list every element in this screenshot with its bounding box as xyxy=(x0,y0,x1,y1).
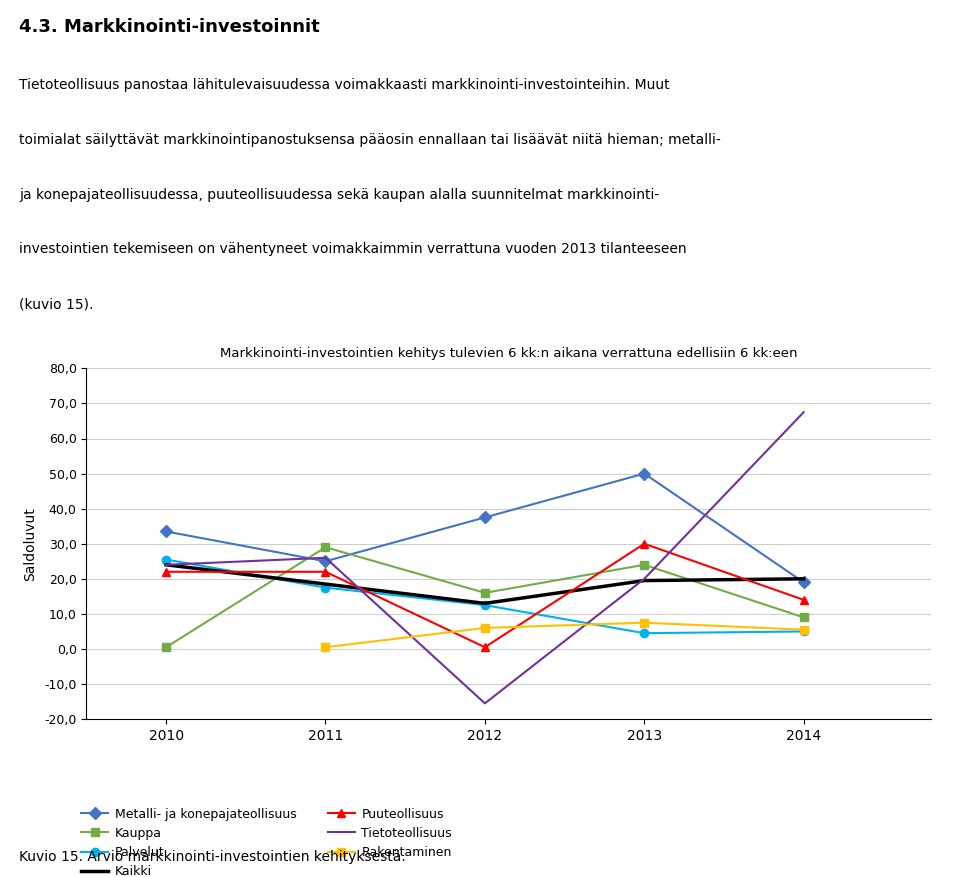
Text: 4.3. Markkinointi-investoinnit: 4.3. Markkinointi-investoinnit xyxy=(19,18,320,36)
Text: (kuvio 15).: (kuvio 15). xyxy=(19,297,93,311)
Text: ja konepajateollisuudessa, puuteollisuudessa sekä kaupan alalla suunnitelmat mar: ja konepajateollisuudessa, puuteollisuud… xyxy=(19,188,660,202)
Text: toimialat säilyttävät markkinointipanostuksensa pääosin ennallaan tai lisäävät n: toimialat säilyttävät markkinointipanost… xyxy=(19,132,721,146)
Legend: Metalli- ja konepajateollisuus, Kauppa, Palvelut, Kaikki, Puuteollisuus, Tietote: Metalli- ja konepajateollisuus, Kauppa, … xyxy=(76,802,457,877)
Y-axis label: Saldoluvut: Saldoluvut xyxy=(23,507,37,581)
Title: Markkinointi-investointien kehitys tulevien 6 kk:n aikana verrattuna edellisiin : Markkinointi-investointien kehitys tulev… xyxy=(220,347,798,360)
Text: Tietoteollisuus panostaa lähitulevaisuudessa voimakkaasti markkinointi-investoin: Tietoteollisuus panostaa lähitulevaisuud… xyxy=(19,77,670,91)
Text: Kuvio 15. Arvio markkinointi-investointien kehityksestä.: Kuvio 15. Arvio markkinointi-investointi… xyxy=(19,850,406,864)
Text: investointien tekemiseen on vähentyneet voimakkaimmin verrattuna vuoden 2013 til: investointien tekemiseen on vähentyneet … xyxy=(19,243,686,256)
